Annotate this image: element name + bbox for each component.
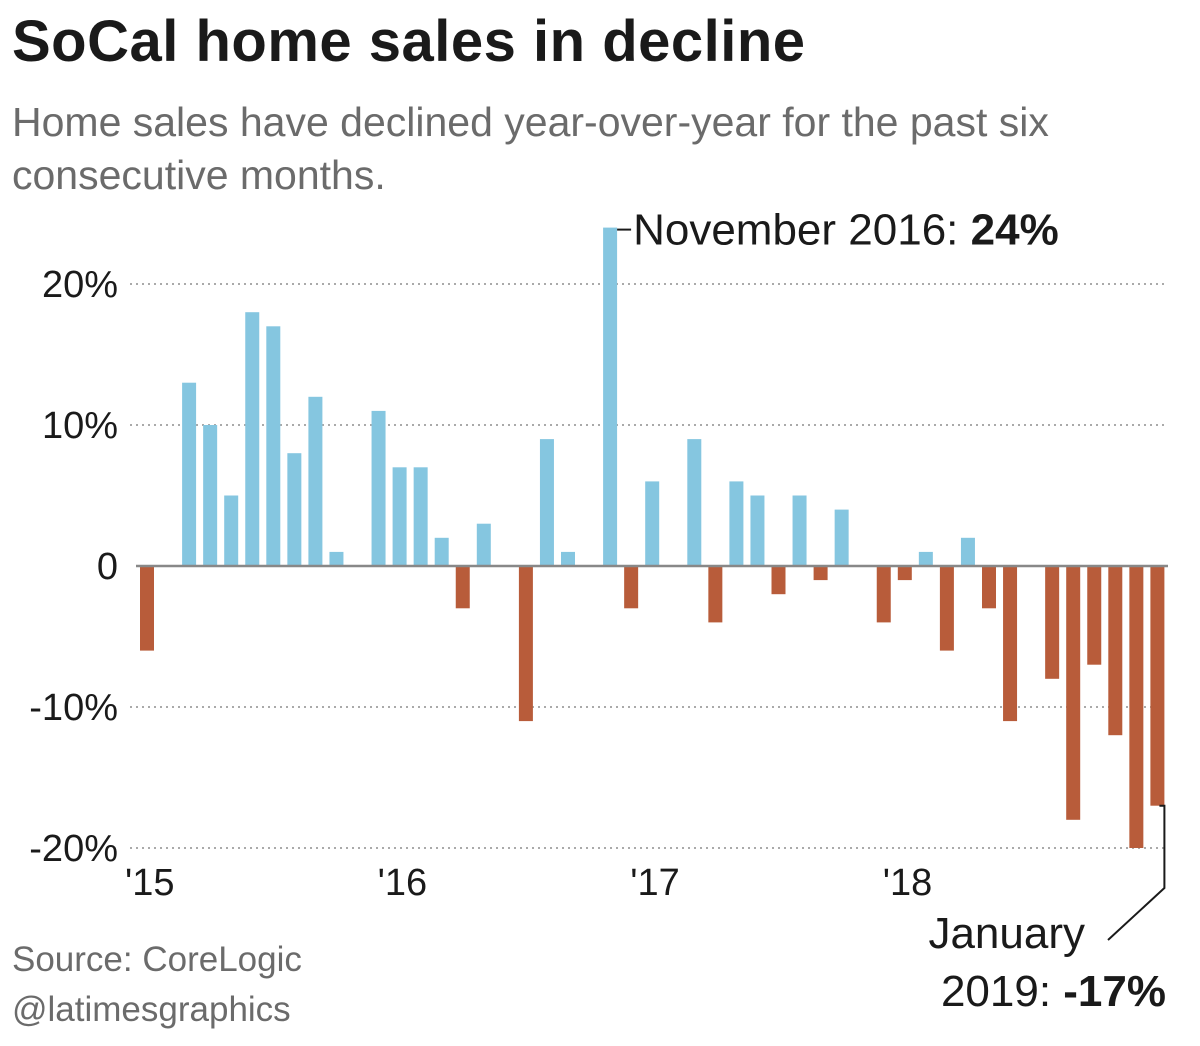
chart-title: SoCal home sales in decline <box>12 9 806 74</box>
bar-2015-04 <box>203 425 218 566</box>
bar-2018-06 <box>1003 566 1018 722</box>
bar-2016-02 <box>413 467 428 566</box>
bar-2018-11 <box>1108 566 1123 736</box>
bar-2015-10 <box>329 551 344 566</box>
bar-2016-04 <box>455 566 470 609</box>
bar-2018-12 <box>1129 566 1144 848</box>
bar-2018-02 <box>918 551 933 566</box>
x-tick-label: '17 <box>630 862 680 904</box>
bar-2018-10 <box>1087 566 1102 665</box>
bar-2018-05 <box>982 566 996 609</box>
bar-2015-07 <box>266 326 281 566</box>
x-tick-label: '16 <box>378 862 428 904</box>
bar-2017-10 <box>834 509 849 566</box>
y-tick-label: -20% <box>29 828 118 870</box>
credit-note: @latimesgraphics <box>12 990 291 1029</box>
bar-2015-08 <box>287 453 302 566</box>
bar-2015-09 <box>308 396 323 566</box>
source-note: Source: CoreLogic <box>12 940 302 979</box>
chart-subtitle: Home sales have declined year-over-year … <box>12 99 1049 198</box>
bar-2018-03 <box>939 566 954 651</box>
bar-2018-04 <box>960 537 975 566</box>
bar-2018-09 <box>1066 566 1081 820</box>
bar-2015-05 <box>224 495 239 566</box>
x-tick-label: '18 <box>883 862 933 904</box>
annotations: November 2016: 24% January 2019: -17% <box>617 206 1166 1016</box>
y-axis-labels: 20% 10% 0 -10% -20% <box>29 264 118 870</box>
bar-2016-09 <box>561 551 575 566</box>
bar-2016-01 <box>392 467 407 566</box>
y-tick-label: 20% <box>42 264 118 306</box>
bar-2017-08 <box>792 495 807 566</box>
gridlines <box>130 283 1168 849</box>
bar-2016-12 <box>624 566 639 609</box>
x-tick-label: '15 <box>125 862 175 904</box>
bar-2016-11 <box>603 227 618 566</box>
y-tick-label: -10% <box>29 687 118 729</box>
bar-2015-01 <box>140 566 154 651</box>
bar-2017-09 <box>813 566 828 581</box>
annotation-jan-2019-line2: 2019: -17% <box>941 967 1166 1016</box>
bar-2017-01 <box>645 481 660 566</box>
bar-2016-07 <box>518 566 533 722</box>
annotation-nov-2016: November 2016: 24% <box>633 206 1059 255</box>
bar-2018-08 <box>1045 566 1060 679</box>
annotation-leader <box>1107 804 1166 941</box>
annotation-jan-2019-line1: January <box>928 909 1085 958</box>
bar-2019-01 <box>1150 566 1165 806</box>
bar-2015-06 <box>245 312 260 566</box>
bar-2017-12 <box>876 566 891 623</box>
y-tick-label: 0 <box>97 546 118 588</box>
bar-2017-03 <box>687 439 702 566</box>
bar-2017-06 <box>750 495 765 566</box>
bar-2018-01 <box>897 566 912 581</box>
bar-2017-04 <box>708 566 723 623</box>
bar-2015-03 <box>182 382 197 566</box>
bar-2016-08 <box>539 439 554 566</box>
bar-2016-05 <box>476 523 491 566</box>
x-axis-labels: '15 '16 '17 '18 <box>125 862 932 904</box>
bar-2017-07 <box>771 566 786 595</box>
bar-2015-12 <box>371 410 386 566</box>
bars <box>140 227 1165 848</box>
bar-2017-05 <box>729 481 744 566</box>
bar-2016-03 <box>434 537 449 566</box>
y-tick-label: 10% <box>42 405 118 447</box>
